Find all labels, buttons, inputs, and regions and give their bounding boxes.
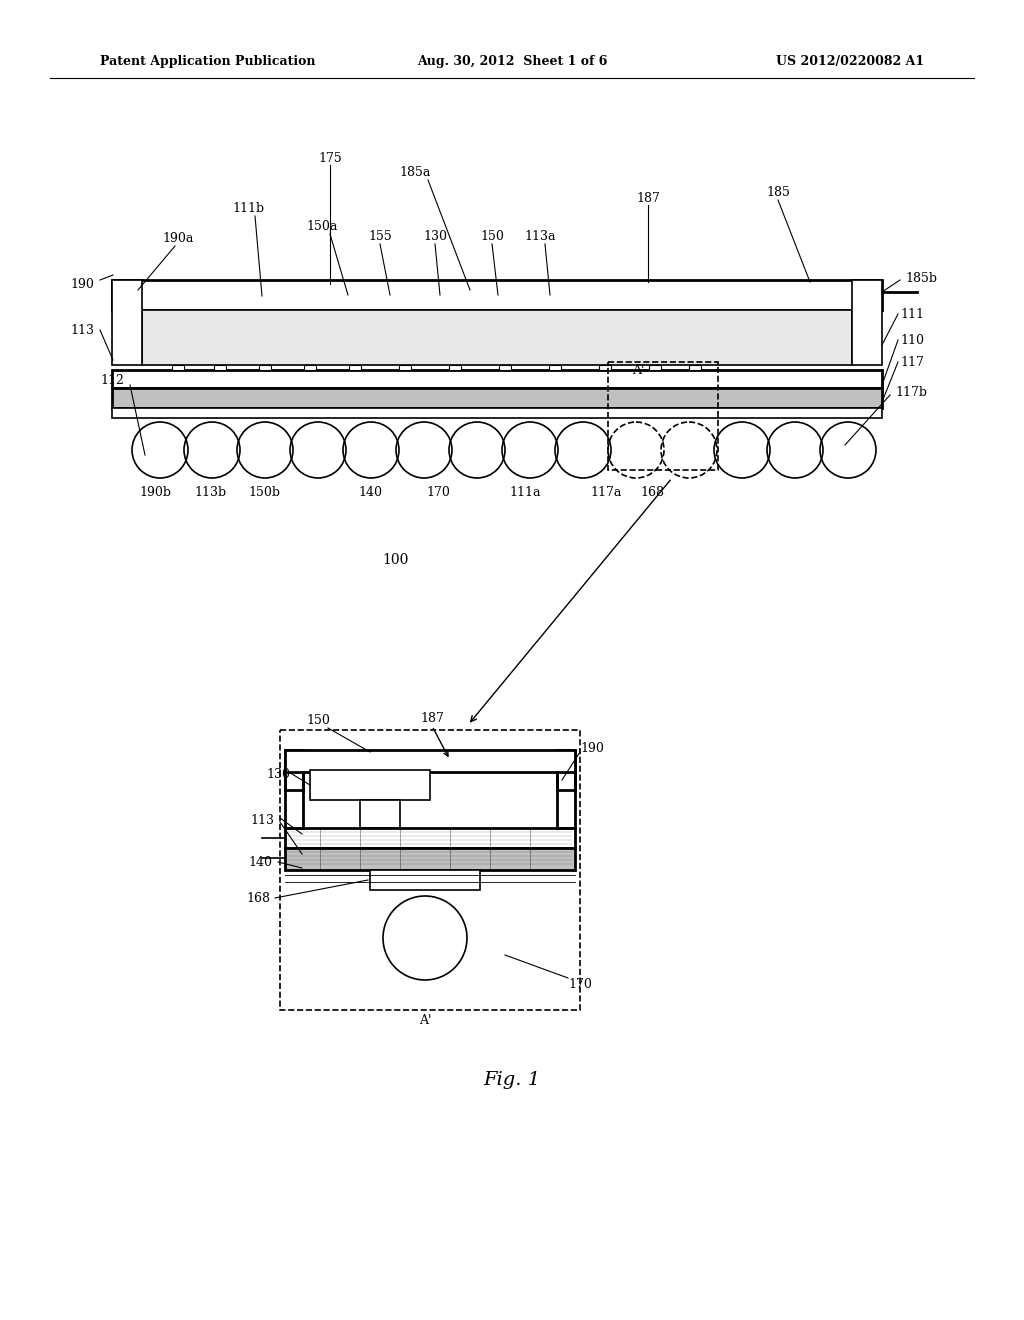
- Text: 113a: 113a: [524, 230, 556, 243]
- Bar: [608, 362, 718, 470]
- Text: Fig. 1: Fig. 1: [483, 1071, 541, 1089]
- Text: 185: 185: [766, 186, 790, 198]
- Text: 170: 170: [568, 978, 592, 991]
- Text: 185b: 185b: [905, 272, 937, 285]
- Bar: [689, 366, 701, 370]
- Bar: [285, 847, 575, 870]
- Bar: [285, 828, 575, 847]
- Text: 117b: 117b: [895, 385, 927, 399]
- Text: 140: 140: [248, 855, 272, 869]
- Text: 100: 100: [382, 553, 409, 568]
- Bar: [349, 366, 361, 370]
- Text: 150a: 150a: [306, 219, 338, 232]
- Bar: [112, 280, 142, 366]
- Text: 150b: 150b: [248, 486, 280, 499]
- Text: 155: 155: [368, 230, 392, 243]
- Text: A': A': [632, 363, 644, 376]
- Text: Aug. 30, 2012  Sheet 1 of 6: Aug. 30, 2012 Sheet 1 of 6: [417, 55, 607, 69]
- Text: 187: 187: [636, 191, 659, 205]
- Text: Patent Application Publication: Patent Application Publication: [100, 55, 315, 69]
- Bar: [142, 310, 852, 366]
- Bar: [499, 366, 511, 370]
- Text: 187: 187: [420, 711, 444, 725]
- Bar: [399, 366, 411, 370]
- Text: 175: 175: [318, 152, 342, 165]
- Text: 150: 150: [306, 714, 330, 726]
- Text: 130: 130: [266, 767, 290, 780]
- Bar: [449, 366, 461, 370]
- Bar: [599, 366, 611, 370]
- Bar: [649, 366, 662, 370]
- Bar: [112, 388, 882, 408]
- Text: 111a: 111a: [509, 486, 541, 499]
- Text: 110: 110: [900, 334, 924, 346]
- Text: 111b: 111b: [232, 202, 264, 214]
- Text: 113: 113: [70, 323, 94, 337]
- Text: 168: 168: [246, 891, 270, 904]
- Bar: [370, 870, 480, 890]
- Text: 185a: 185a: [399, 165, 431, 178]
- Text: 113: 113: [250, 813, 274, 826]
- Text: 130: 130: [423, 230, 447, 243]
- Bar: [214, 366, 226, 370]
- Bar: [557, 750, 575, 789]
- Text: US 2012/0220082 A1: US 2012/0220082 A1: [776, 55, 924, 69]
- Bar: [549, 366, 561, 370]
- Bar: [304, 366, 316, 370]
- Text: 170: 170: [426, 486, 450, 499]
- Bar: [360, 800, 400, 828]
- Text: 190: 190: [580, 742, 604, 755]
- Bar: [285, 750, 303, 789]
- Text: 111: 111: [900, 308, 924, 321]
- Bar: [112, 408, 882, 418]
- Bar: [310, 770, 430, 800]
- Text: 113b: 113b: [194, 486, 226, 499]
- Bar: [285, 750, 575, 772]
- Text: 190: 190: [70, 279, 94, 292]
- Text: 140: 140: [358, 486, 382, 499]
- Text: 150: 150: [480, 230, 504, 243]
- Bar: [112, 280, 882, 310]
- Text: 112: 112: [100, 374, 124, 387]
- Text: A': A': [419, 1014, 431, 1027]
- Bar: [852, 280, 882, 366]
- Text: 190a: 190a: [163, 231, 194, 244]
- Text: 117a: 117a: [590, 486, 622, 499]
- Bar: [280, 730, 580, 1010]
- Bar: [259, 366, 271, 370]
- Text: 168: 168: [640, 486, 664, 499]
- Text: 190b: 190b: [139, 486, 171, 499]
- Text: 117: 117: [900, 355, 924, 368]
- Bar: [172, 366, 184, 370]
- Bar: [112, 370, 882, 388]
